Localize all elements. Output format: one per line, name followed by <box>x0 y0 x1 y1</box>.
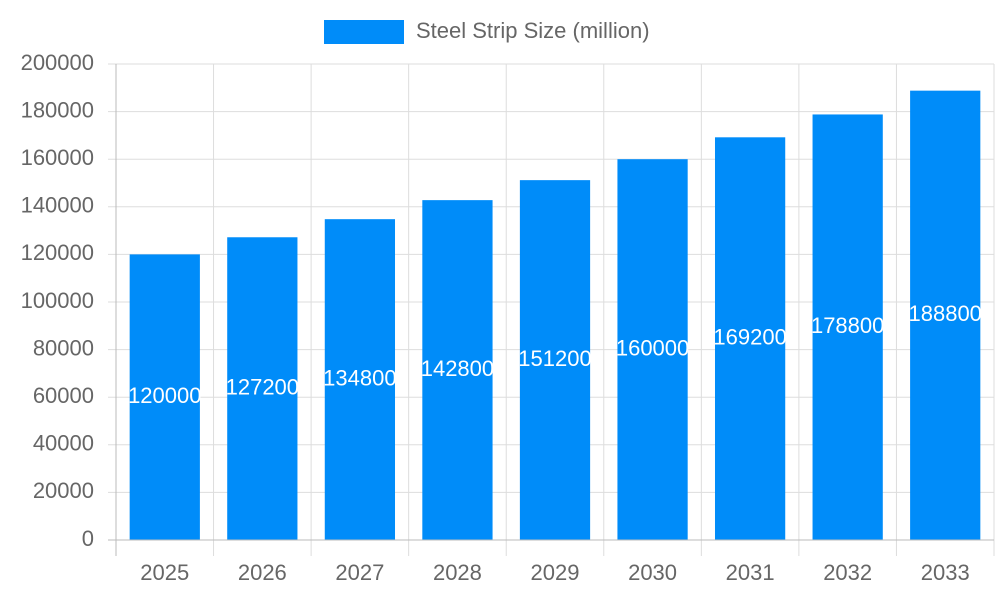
value-label: 151200 <box>518 346 591 371</box>
x-tick-label: 2026 <box>238 560 287 585</box>
x-tick-label: 2029 <box>531 560 580 585</box>
bar <box>227 237 298 540</box>
y-tick-label: 40000 <box>33 431 94 456</box>
bar <box>617 159 688 540</box>
y-tick-label: 140000 <box>21 193 94 218</box>
value-label: 188800 <box>909 301 982 326</box>
bar <box>129 254 200 540</box>
y-tick-label: 200000 <box>21 50 94 75</box>
y-tick-label: 20000 <box>33 478 94 503</box>
value-label: 169200 <box>713 324 786 349</box>
x-tick-label: 2030 <box>628 560 677 585</box>
legend-label: Steel Strip Size (million) <box>416 18 650 43</box>
y-tick-label: 180000 <box>21 97 94 122</box>
y-tick-label: 160000 <box>21 145 94 170</box>
bar <box>324 219 396 540</box>
y-tick-label: 120000 <box>21 240 94 265</box>
x-tick-label: 2027 <box>335 560 384 585</box>
bar <box>910 90 981 540</box>
y-tick-label: 60000 <box>33 383 94 408</box>
x-tick-label: 2025 <box>140 560 189 585</box>
x-tick-label: 2032 <box>823 560 872 585</box>
x-tick-label: 2033 <box>921 560 970 585</box>
value-label: 178800 <box>811 313 884 338</box>
value-label: 120000 <box>128 383 201 408</box>
bar <box>714 137 786 540</box>
x-tick-label: 2028 <box>433 560 482 585</box>
bar <box>519 180 591 541</box>
value-label: 134800 <box>323 365 396 390</box>
value-label: 142800 <box>421 356 494 381</box>
x-tick-label: 2031 <box>726 560 775 585</box>
y-tick-label: 100000 <box>21 288 94 313</box>
legend-swatch <box>324 20 404 44</box>
bar <box>422 200 493 541</box>
bar <box>812 114 883 541</box>
value-label: 127200 <box>226 374 299 399</box>
y-tick-label: 80000 <box>33 335 94 360</box>
y-tick-label: 0 <box>82 526 94 551</box>
value-label: 160000 <box>616 335 689 360</box>
